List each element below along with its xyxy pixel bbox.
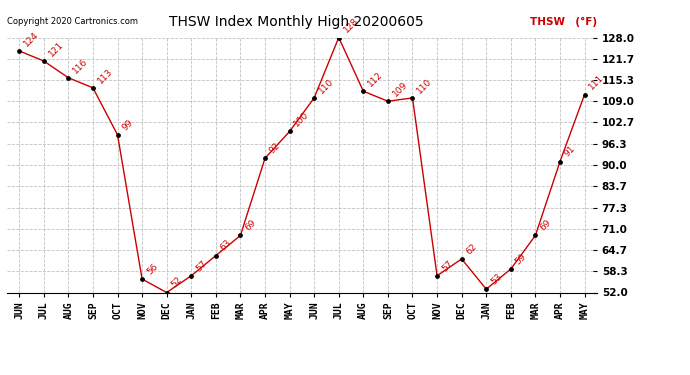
Point — [407, 95, 418, 101]
Point — [481, 286, 492, 292]
Point — [308, 95, 319, 101]
Point — [333, 34, 344, 40]
Text: Copyright 2020 Cartronics.com: Copyright 2020 Cartronics.com — [7, 17, 138, 26]
Text: 69: 69 — [538, 218, 553, 232]
Text: 56: 56 — [145, 262, 159, 276]
Point — [456, 256, 467, 262]
Point — [186, 273, 197, 279]
Text: 124: 124 — [22, 30, 40, 48]
Text: THSW (°F): THSW (°F) — [530, 17, 597, 27]
Text: 116: 116 — [71, 56, 90, 75]
Point — [112, 132, 123, 138]
Point — [358, 88, 369, 94]
Point — [579, 92, 590, 98]
Point — [38, 58, 49, 64]
Point — [530, 232, 541, 238]
Point — [161, 290, 172, 296]
Text: 62: 62 — [464, 242, 479, 256]
Point — [137, 276, 148, 282]
Point — [382, 98, 393, 104]
Text: 99: 99 — [120, 117, 135, 132]
Point — [505, 266, 516, 272]
Text: 63: 63 — [219, 238, 233, 253]
Text: 109: 109 — [391, 80, 409, 99]
Text: 52: 52 — [170, 275, 184, 290]
Text: 57: 57 — [440, 258, 454, 273]
Text: 69: 69 — [243, 218, 257, 232]
Text: THSW Index Monthly High 20200605: THSW Index Monthly High 20200605 — [169, 15, 424, 29]
Text: 110: 110 — [415, 76, 434, 95]
Text: 100: 100 — [293, 110, 311, 129]
Point — [88, 85, 99, 91]
Text: 57: 57 — [194, 258, 208, 273]
Text: 112: 112 — [366, 70, 384, 88]
Text: 128: 128 — [342, 16, 360, 35]
Point — [210, 253, 221, 259]
Text: 110: 110 — [317, 76, 335, 95]
Point — [259, 155, 270, 161]
Point — [63, 75, 74, 81]
Text: 111: 111 — [587, 73, 606, 92]
Text: 113: 113 — [96, 66, 115, 85]
Point — [284, 129, 295, 135]
Text: 92: 92 — [268, 141, 282, 156]
Point — [431, 273, 442, 279]
Text: 59: 59 — [513, 252, 528, 266]
Point — [235, 232, 246, 238]
Text: 53: 53 — [489, 272, 504, 286]
Text: 121: 121 — [46, 40, 65, 58]
Text: 91: 91 — [563, 144, 578, 159]
Point — [555, 159, 566, 165]
Point — [14, 48, 25, 54]
